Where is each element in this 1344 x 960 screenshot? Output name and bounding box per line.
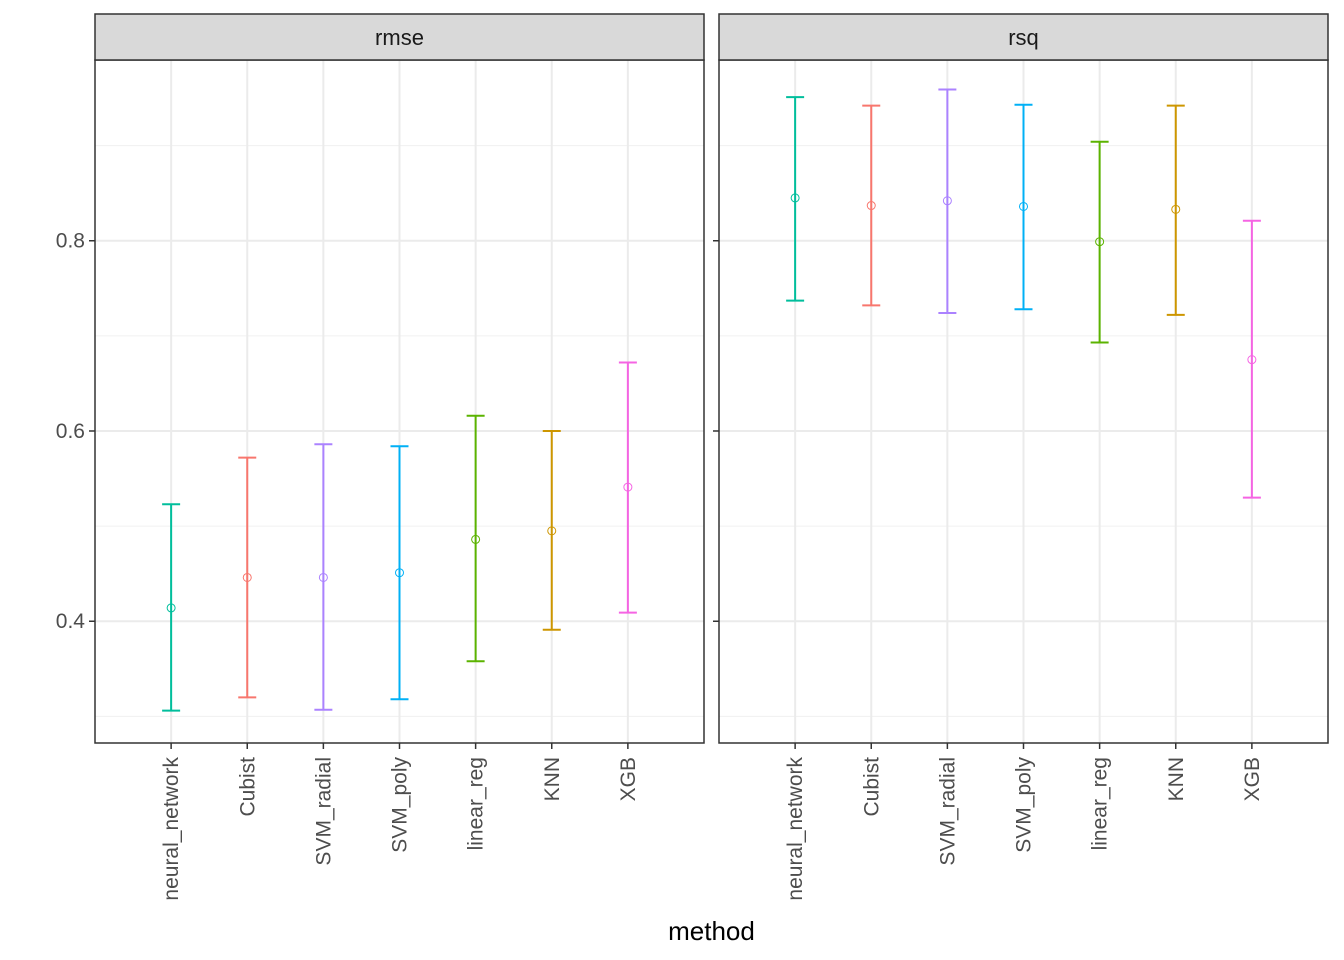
facet-strip <box>718 13 1329 61</box>
errorbar-SVM_poly <box>1014 103 1033 311</box>
x-tick-label: SVM_poly <box>389 757 412 853</box>
mean-point <box>318 572 328 582</box>
errorbar-KNN <box>1166 104 1185 316</box>
errorbar-linear_reg <box>1090 140 1109 344</box>
x-tick-label: linear_reg <box>1089 757 1112 850</box>
facet-panel-rmse: rmse neural_network Cubist SVM_radial SVM_po… <box>94 13 705 901</box>
errorbar-Cubist <box>862 104 881 307</box>
y-tick-label: 0.4 <box>56 610 86 633</box>
mean-point <box>1171 204 1181 214</box>
x-tick-label: XGB <box>617 757 640 801</box>
mean-point <box>547 526 557 536</box>
x-tick-label: SVM_poly <box>1013 757 1036 853</box>
mean-point <box>790 193 800 203</box>
errorbar-neural_network <box>162 503 181 712</box>
x-tick-label: KNN <box>541 757 564 801</box>
y-tick-label: 0.6 <box>56 420 85 443</box>
mean-point <box>1095 237 1105 247</box>
facet-strip-label: rmse <box>375 25 424 50</box>
x-tick-label: neural_network <box>784 757 807 901</box>
errorbar-XGB <box>618 361 637 614</box>
facet-strip <box>94 13 705 61</box>
mean-point <box>942 196 952 206</box>
x-tick-label: neural_network <box>160 757 183 901</box>
y-tick-label: 0.8 <box>56 230 85 253</box>
mean-point <box>623 482 633 492</box>
mean-point <box>1019 201 1028 211</box>
mean-point <box>166 603 176 613</box>
mean-point <box>1247 355 1257 365</box>
mean-point <box>471 534 481 544</box>
errorbar-SVM_poly <box>390 445 409 701</box>
mean-point <box>242 572 252 582</box>
errorbar-SVM_radial <box>938 88 957 315</box>
x-tick-label: Cubist <box>860 757 883 817</box>
x-tick-label: SVM_radial <box>312 757 335 866</box>
errorbar-XGB <box>1242 219 1261 499</box>
errorbar-linear_reg <box>466 414 485 663</box>
x-tick-label: KNN <box>1165 757 1188 801</box>
errorbar-SVM_radial <box>314 443 333 711</box>
x-tick-label: XGB <box>1241 757 1264 801</box>
errorbar-neural_network <box>786 96 805 302</box>
facet-strip-label: rsq <box>1008 25 1039 50</box>
mean-point <box>866 201 876 211</box>
mean-point <box>395 568 404 578</box>
facet-panel-rsq: rsq neural_network Cubist SVM_radial SVM_pol… <box>718 13 1329 901</box>
x-tick-label: SVM_radial <box>936 757 959 866</box>
errorbar-KNN <box>542 429 561 631</box>
errorbar-Cubist <box>238 456 257 699</box>
x-axis-title: method <box>668 916 755 946</box>
x-tick-label: linear_reg <box>465 757 488 850</box>
x-tick-label: Cubist <box>236 757 259 817</box>
